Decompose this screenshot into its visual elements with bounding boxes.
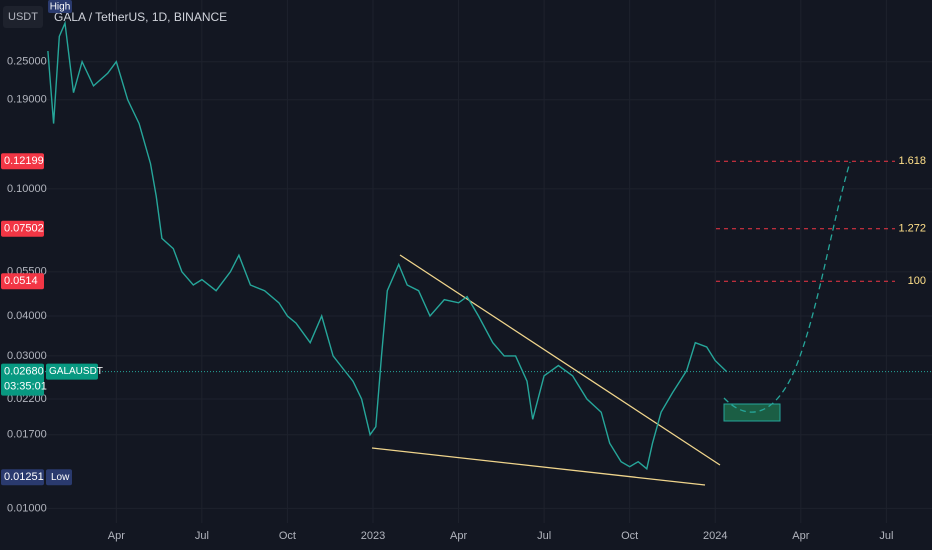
x-tick-label: Apr — [792, 530, 809, 542]
y-unit: USDT — [8, 11, 38, 23]
x-tick-label: Oct — [279, 530, 296, 542]
y-tick-label: 0.02200 — [7, 393, 47, 405]
x-tick-label: Oct — [621, 530, 638, 542]
y-tick-label: 0.01000 — [7, 502, 47, 514]
y-tick-label: 0.25000 — [7, 56, 47, 68]
price-line — [47, 20, 728, 471]
grid — [45, 0, 932, 523]
price-tag-box — [1, 220, 44, 237]
price-tag: 0.07502 — [4, 223, 44, 235]
x-tick-label: Jul — [879, 530, 893, 542]
low-box — [1, 469, 44, 486]
price-tag: 0.0514 — [4, 275, 38, 287]
current-box — [1, 363, 44, 396]
high-tag — [48, 0, 72, 13]
x-tick-label: Jul — [195, 530, 209, 542]
y-tick-label: 0.01700 — [7, 429, 47, 441]
price-tag-box — [1, 153, 44, 170]
price-tag-box — [1, 273, 44, 290]
high-label: High — [50, 2, 71, 13]
low-price: 0.01251 — [4, 471, 44, 483]
low-label: Low — [51, 472, 70, 483]
y-tick-label: 0.10000 — [7, 183, 47, 195]
fib-label: 1.272 — [898, 223, 926, 235]
x-tick-label: Apr — [450, 530, 467, 542]
resistance-line — [399, 254, 721, 466]
x-tick-label: 2023 — [361, 530, 385, 542]
fib-label: 1.618 — [898, 155, 926, 167]
y-tick-label: 0.04000 — [7, 310, 47, 322]
x-tick-label: Jul — [537, 530, 551, 542]
x-tick-label: 2024 — [703, 530, 727, 542]
current-price: 0.02680 — [4, 365, 44, 377]
symbol: GALAUSDT — [49, 366, 103, 377]
x-tick-label: Apr — [108, 530, 125, 542]
y-tick-label: 0.19000 — [7, 94, 47, 106]
low-tag — [46, 469, 72, 486]
projection-path — [723, 161, 851, 413]
countdown: 03:35:01 — [4, 380, 47, 392]
fib-label: 100 — [908, 275, 926, 287]
plot — [45, 20, 932, 471]
chart-title: GALA / TetherUS, 1D, BINANCE — [54, 10, 227, 24]
symbol-box — [46, 363, 98, 380]
unit-box — [3, 6, 43, 28]
y-tick-label: 0.03000 — [7, 350, 47, 362]
price-tag: 0.12199 — [4, 155, 44, 167]
support-line — [371, 447, 706, 486]
